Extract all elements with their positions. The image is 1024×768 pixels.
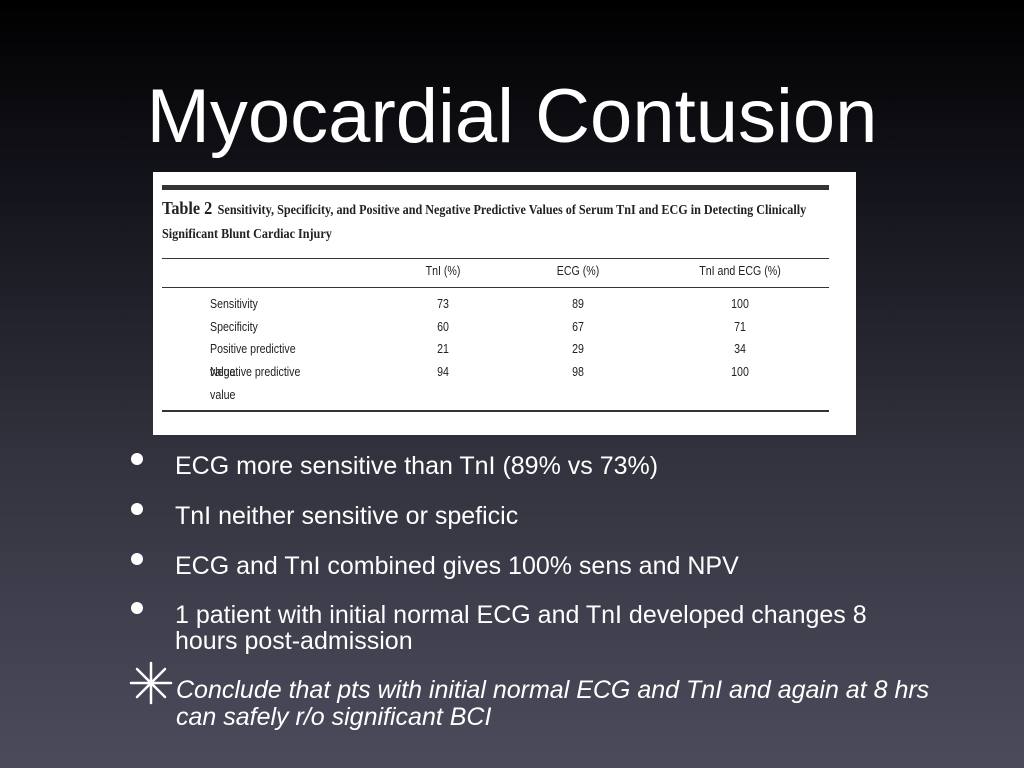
bullet-dot	[131, 602, 143, 614]
column-header: TnI and ECG (%)	[699, 264, 781, 278]
table-rule	[162, 410, 829, 412]
table-value: 94	[437, 365, 449, 379]
bullet-text: TnI neither sensitive or speficic	[175, 502, 519, 530]
table-value: 100	[731, 297, 749, 311]
table-value: 29	[572, 342, 584, 356]
table-value: 89	[572, 297, 584, 311]
conclusion-text: Conclude that pts with initial normal EC…	[176, 676, 930, 731]
column-header: ECG (%)	[556, 264, 600, 278]
table-value: 73	[437, 297, 449, 311]
bullet-dot	[131, 553, 143, 565]
slide-title: Myocardial Contusion	[146, 74, 878, 159]
bullet-dot	[131, 503, 143, 515]
table-image: Table 2 Sensitivity, Specificity, and Pos…	[153, 172, 856, 435]
table-value: 71	[734, 320, 746, 334]
bullet-text: ECG and TnI combined gives 100% sens and…	[175, 552, 739, 580]
table-value: 100	[731, 365, 749, 379]
table-rule	[162, 287, 829, 288]
table-value: 60	[437, 320, 449, 334]
caption-text: Sensitivity, Specificity, and Positive a…	[162, 202, 807, 241]
row-label: Positive predictive value	[210, 342, 296, 379]
bullet-text: ECG more sensitive than TnI (89% vs 73%)	[175, 452, 659, 480]
table-rule	[162, 258, 829, 259]
row-label: Specificity	[210, 320, 258, 334]
table-value: 98	[572, 365, 584, 379]
row-label: Negative predictive value	[210, 365, 301, 402]
table-rule	[162, 185, 829, 190]
table-caption: Table 2 Sensitivity, Specificity, and Pos…	[162, 196, 824, 246]
table-value: 34	[734, 342, 746, 356]
star-bullet	[129, 661, 173, 705]
bullet-text: 1 patient with initial normal ECG and Tn…	[175, 601, 867, 655]
row-label: Sensitivity	[210, 297, 258, 311]
table-value: 67	[572, 320, 584, 334]
bullet-dot	[131, 453, 143, 465]
table-value: 21	[437, 342, 449, 356]
column-header: TnI (%)	[425, 264, 461, 278]
table-label: Table 2	[162, 198, 213, 218]
